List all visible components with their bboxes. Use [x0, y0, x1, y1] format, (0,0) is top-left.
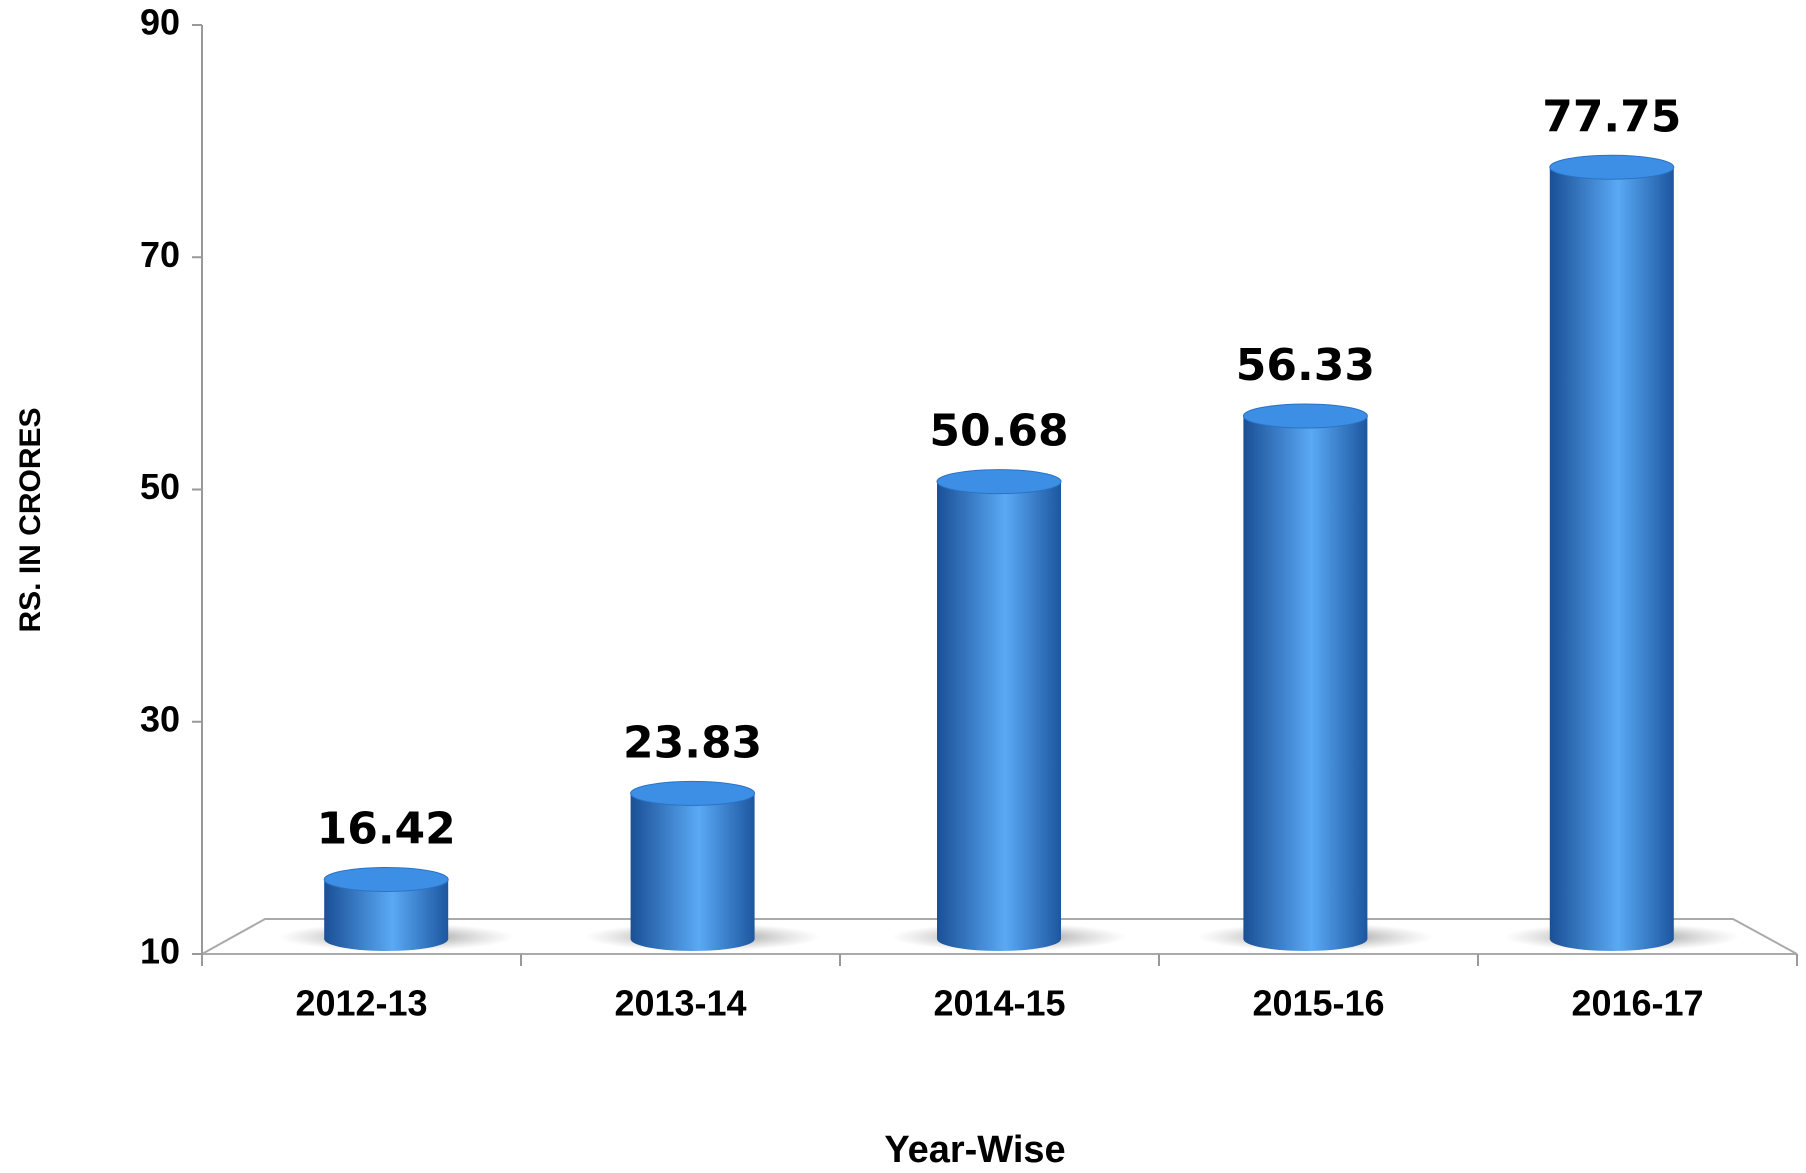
- y-tick-label: 30: [140, 698, 180, 739]
- bar-bottom: [1243, 927, 1368, 951]
- y-tick-label: 10: [140, 931, 180, 972]
- bar-bottom: [937, 927, 1061, 951]
- y-tick-label: 70: [140, 234, 180, 275]
- x-tick-label: 2016-17: [1571, 983, 1703, 1024]
- bar-top: [1242, 403, 1368, 429]
- x-axis-title: Year-Wise: [884, 1129, 1065, 1171]
- bar-bottom: [630, 927, 755, 951]
- value-label: 16.42: [317, 803, 456, 854]
- x-tick-label: 2013-14: [614, 983, 746, 1024]
- bar: [1243, 415, 1368, 939]
- value-label: 77.75: [1542, 91, 1681, 142]
- bar: [937, 481, 1061, 939]
- value-label: 56.33: [1236, 340, 1375, 391]
- y-tick-label: 90: [140, 2, 180, 43]
- bar-bottom: [324, 927, 449, 951]
- x-tick-label: 2012-13: [295, 983, 427, 1024]
- x-tick-label: 2014-15: [933, 983, 1065, 1024]
- bar-bottom: [1549, 927, 1674, 951]
- bar-top: [630, 780, 756, 806]
- bar-top: [936, 469, 1062, 495]
- value-label: 50.68: [929, 406, 1068, 457]
- x-tick-label: 2015-16: [1252, 983, 1384, 1024]
- bar-top: [1549, 154, 1675, 180]
- bar: [1549, 167, 1674, 940]
- y-axis-title: RS. IN CRORES: [14, 407, 47, 632]
- bar: [630, 793, 755, 939]
- bar-top: [323, 866, 449, 892]
- value-label: 23.83: [623, 717, 762, 768]
- y-tick-label: 50: [140, 466, 180, 507]
